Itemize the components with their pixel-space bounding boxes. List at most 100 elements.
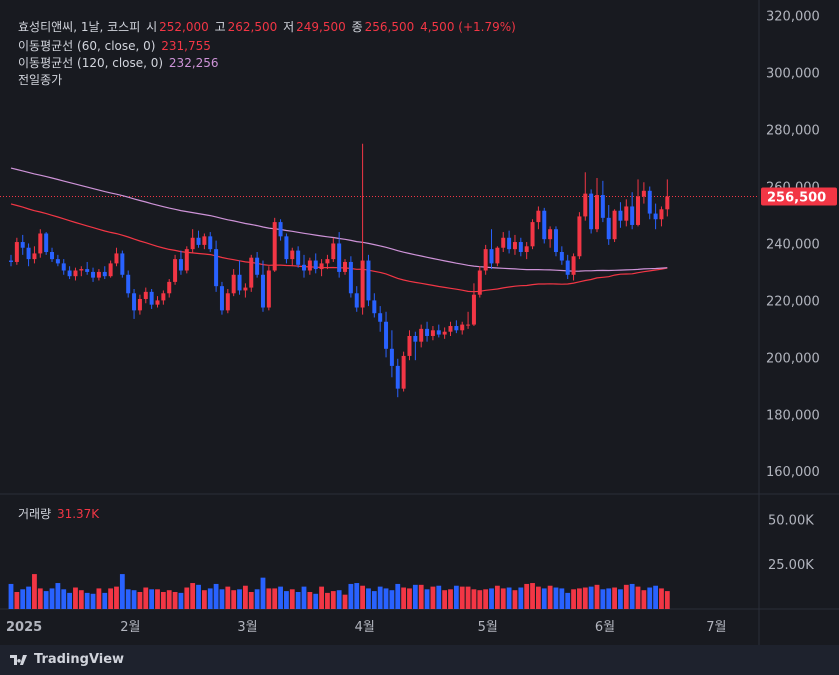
volume-bar <box>14 591 20 609</box>
candle-body <box>38 233 43 254</box>
volume-bar <box>108 588 114 609</box>
volume-bar <box>295 591 301 609</box>
candle-body <box>471 294 476 325</box>
candle-body <box>266 270 271 308</box>
candle-body <box>401 355 406 389</box>
volume-bar <box>618 589 623 609</box>
candle-body <box>255 257 260 275</box>
candle-body <box>284 236 289 260</box>
volume-bar <box>612 587 617 609</box>
volume-bar <box>371 591 377 609</box>
ma120-legend[interactable]: 이동평균선 (120, close, 0) 232,256 <box>18 54 221 71</box>
volume-bar <box>629 583 635 609</box>
candle-body <box>202 236 207 245</box>
volume-bar <box>61 589 67 609</box>
candle-body <box>495 247 500 264</box>
chart-canvas[interactable]: 320,000300,000280,000260,000240,000220,0… <box>0 0 839 645</box>
candle-body <box>302 264 306 271</box>
tradingview-logo[interactable]: TradingView <box>10 652 124 667</box>
volume-bar <box>137 591 143 609</box>
tradingview-icon <box>10 654 27 665</box>
volume-bar <box>407 588 412 609</box>
volume-bar <box>125 589 131 609</box>
volume-bar <box>213 583 219 609</box>
volume-bar <box>284 591 289 609</box>
volume-bar <box>500 588 506 609</box>
candle-body <box>571 256 576 275</box>
candle-body <box>178 259 183 271</box>
volume-bar <box>401 587 407 609</box>
volume-bar <box>494 585 500 609</box>
candle-body <box>477 270 482 295</box>
candle-body <box>32 253 37 260</box>
volume-bar <box>465 586 471 609</box>
candle-body <box>108 263 113 277</box>
volume-bar <box>313 593 319 609</box>
candle-body <box>343 261 348 272</box>
volume-bar <box>43 591 49 609</box>
volume-bar <box>541 588 547 609</box>
volume-bar <box>160 591 166 609</box>
volume-bar <box>55 583 61 609</box>
prev-close-legend[interactable]: 전일종가 <box>18 71 64 88</box>
candle-body <box>55 259 60 264</box>
open-label: 시 <box>146 20 158 34</box>
price-tag-box <box>761 187 837 206</box>
candle-body <box>665 196 670 210</box>
volume-bar <box>389 590 395 609</box>
volume-bar <box>278 586 283 609</box>
candle-body <box>214 249 219 287</box>
ma60-label: 이동평균선 (60, close, 0) <box>18 39 156 53</box>
candle-body <box>260 274 265 308</box>
volume-bar <box>237 589 242 609</box>
candle-body <box>143 291 148 299</box>
candle-body <box>91 271 96 278</box>
ma60-legend[interactable]: 이동평균선 (60, close, 0) 231,755 <box>18 37 213 54</box>
volume-bar <box>172 591 178 609</box>
ma120-value: 232,256 <box>168 56 219 70</box>
volume-bar <box>90 593 96 609</box>
volume-bar <box>73 587 78 609</box>
volume-bar <box>600 589 606 609</box>
x-tick-label: 2월 <box>120 620 140 635</box>
candle-body <box>132 293 137 311</box>
candle-body <box>483 249 488 271</box>
volume-bar <box>301 586 307 609</box>
candle-body <box>73 270 78 277</box>
candle-body <box>184 249 189 271</box>
volume-bar <box>196 584 201 609</box>
candle-body <box>507 237 512 250</box>
volume-bar <box>536 586 541 609</box>
volume-bar <box>518 587 524 609</box>
volume-bar <box>32 574 37 609</box>
volume-bar <box>225 586 231 609</box>
volume-bar <box>8 583 14 609</box>
candle-body <box>231 274 236 294</box>
volume-bar <box>254 589 260 609</box>
candle-body <box>26 247 31 260</box>
candle-body <box>120 253 125 275</box>
candle-body <box>249 257 254 288</box>
volume-bar <box>190 583 196 609</box>
candle-body <box>219 286 224 311</box>
candle-body <box>595 195 599 230</box>
volume-legend[interactable]: 거래량 31.37K <box>18 505 101 522</box>
candle-body <box>647 190 652 214</box>
volume-value: 31.37K <box>56 507 100 521</box>
candle-body <box>149 291 154 305</box>
volume-bar <box>442 590 448 609</box>
volume-bar <box>506 587 512 609</box>
candle-body <box>354 293 359 308</box>
volume-bar <box>37 588 43 609</box>
volume-bar <box>448 589 453 609</box>
volume-bar <box>530 583 535 609</box>
volume-bar <box>483 589 489 609</box>
candle-body <box>85 269 90 272</box>
candle-body <box>313 260 318 270</box>
candle-body <box>126 274 131 294</box>
volume-bar <box>383 588 389 609</box>
candle-body <box>641 190 646 197</box>
volume-bar <box>512 590 518 609</box>
candle-body <box>442 331 447 335</box>
candle-body <box>167 281 172 294</box>
